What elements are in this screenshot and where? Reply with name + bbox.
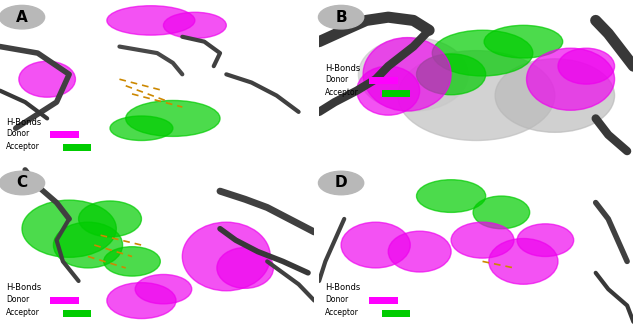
Ellipse shape [473,196,530,229]
Bar [63,144,91,151]
Ellipse shape [484,25,563,58]
Ellipse shape [126,100,220,136]
Ellipse shape [47,21,173,79]
Text: Acceptor: Acceptor [6,308,40,317]
Ellipse shape [526,48,615,110]
Ellipse shape [19,61,76,97]
Ellipse shape [182,222,271,291]
Text: B: B [335,10,347,25]
Ellipse shape [357,66,420,115]
Ellipse shape [41,224,160,289]
Ellipse shape [558,48,615,84]
Circle shape [0,171,44,195]
Ellipse shape [517,224,573,256]
Text: Acceptor: Acceptor [325,308,359,317]
Text: D: D [335,176,347,190]
Text: H-Bonds: H-Bonds [325,64,361,73]
Ellipse shape [49,192,253,298]
Ellipse shape [358,38,469,111]
Ellipse shape [417,54,486,95]
Text: Donor: Donor [6,295,30,304]
Text: H-Bonds: H-Bonds [6,283,41,292]
Ellipse shape [432,30,533,76]
Bar [382,90,410,97]
Ellipse shape [489,239,558,284]
Text: H-Bonds: H-Bonds [6,117,41,127]
Text: Donor: Donor [325,295,349,304]
Text: Donor: Donor [6,129,30,138]
Bar [370,297,398,304]
Ellipse shape [417,180,486,213]
Ellipse shape [495,59,615,132]
Ellipse shape [22,200,116,257]
Text: A: A [16,10,28,25]
Text: Acceptor: Acceptor [325,88,359,97]
Bar [50,297,79,304]
Ellipse shape [135,275,192,304]
Text: H-Bonds: H-Bonds [325,283,361,292]
Ellipse shape [107,282,176,318]
Ellipse shape [451,222,514,258]
Ellipse shape [217,248,274,288]
Text: Acceptor: Acceptor [6,142,40,151]
Ellipse shape [70,24,244,115]
Ellipse shape [376,193,565,287]
Circle shape [319,5,364,29]
Ellipse shape [341,222,410,268]
Circle shape [319,171,364,195]
Bar [370,77,398,84]
Text: Donor: Donor [325,75,349,84]
Text: C: C [17,176,27,190]
Ellipse shape [79,201,142,237]
Ellipse shape [166,212,261,269]
Ellipse shape [163,12,226,38]
Bar [382,310,410,317]
Bar [50,131,79,138]
Ellipse shape [388,231,451,272]
Circle shape [0,5,44,29]
Ellipse shape [363,38,451,111]
Ellipse shape [107,6,195,35]
Ellipse shape [53,222,123,268]
Ellipse shape [110,116,173,141]
Ellipse shape [358,220,469,282]
Bar [63,310,91,317]
Ellipse shape [104,247,160,276]
Ellipse shape [133,66,244,115]
Ellipse shape [398,50,555,141]
Ellipse shape [483,233,583,290]
